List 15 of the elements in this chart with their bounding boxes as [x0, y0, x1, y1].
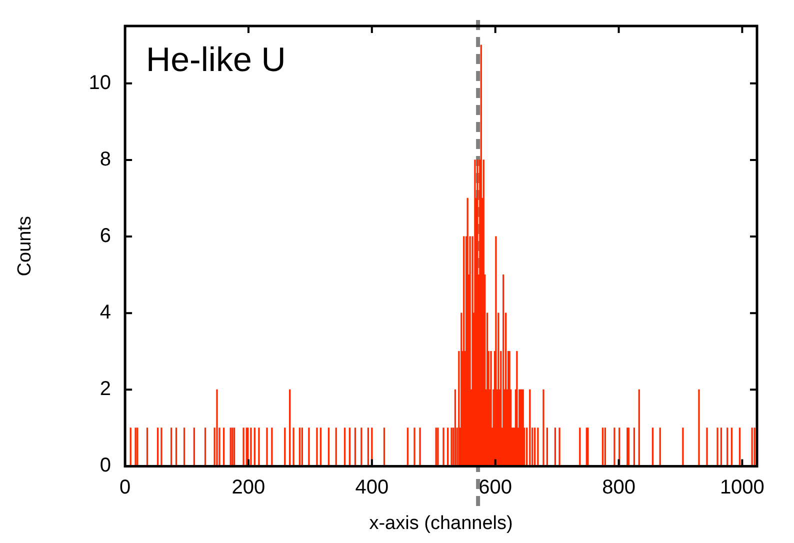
x-tick-label: 200 [232, 476, 266, 499]
y-tick-label: 4 [100, 302, 112, 324]
y-tick-label: 8 [100, 148, 112, 170]
x-axis-title: x-axis (channels) [369, 512, 513, 534]
y-tick-label: 0 [100, 454, 112, 477]
x-tick-label: 400 [355, 476, 389, 499]
x-tick-label: 1000 [720, 476, 764, 499]
x-tick-label: 800 [602, 476, 636, 499]
annotation: He-like U [146, 41, 286, 79]
y-tick-label: 10 [88, 72, 112, 94]
y-tick-label: 6 [100, 225, 112, 248]
x-tick-label: 0 [119, 476, 131, 499]
y-axis-title: Counts [14, 216, 36, 276]
x-tick-label: 600 [478, 476, 512, 499]
y-tick-label: 2 [100, 378, 112, 400]
